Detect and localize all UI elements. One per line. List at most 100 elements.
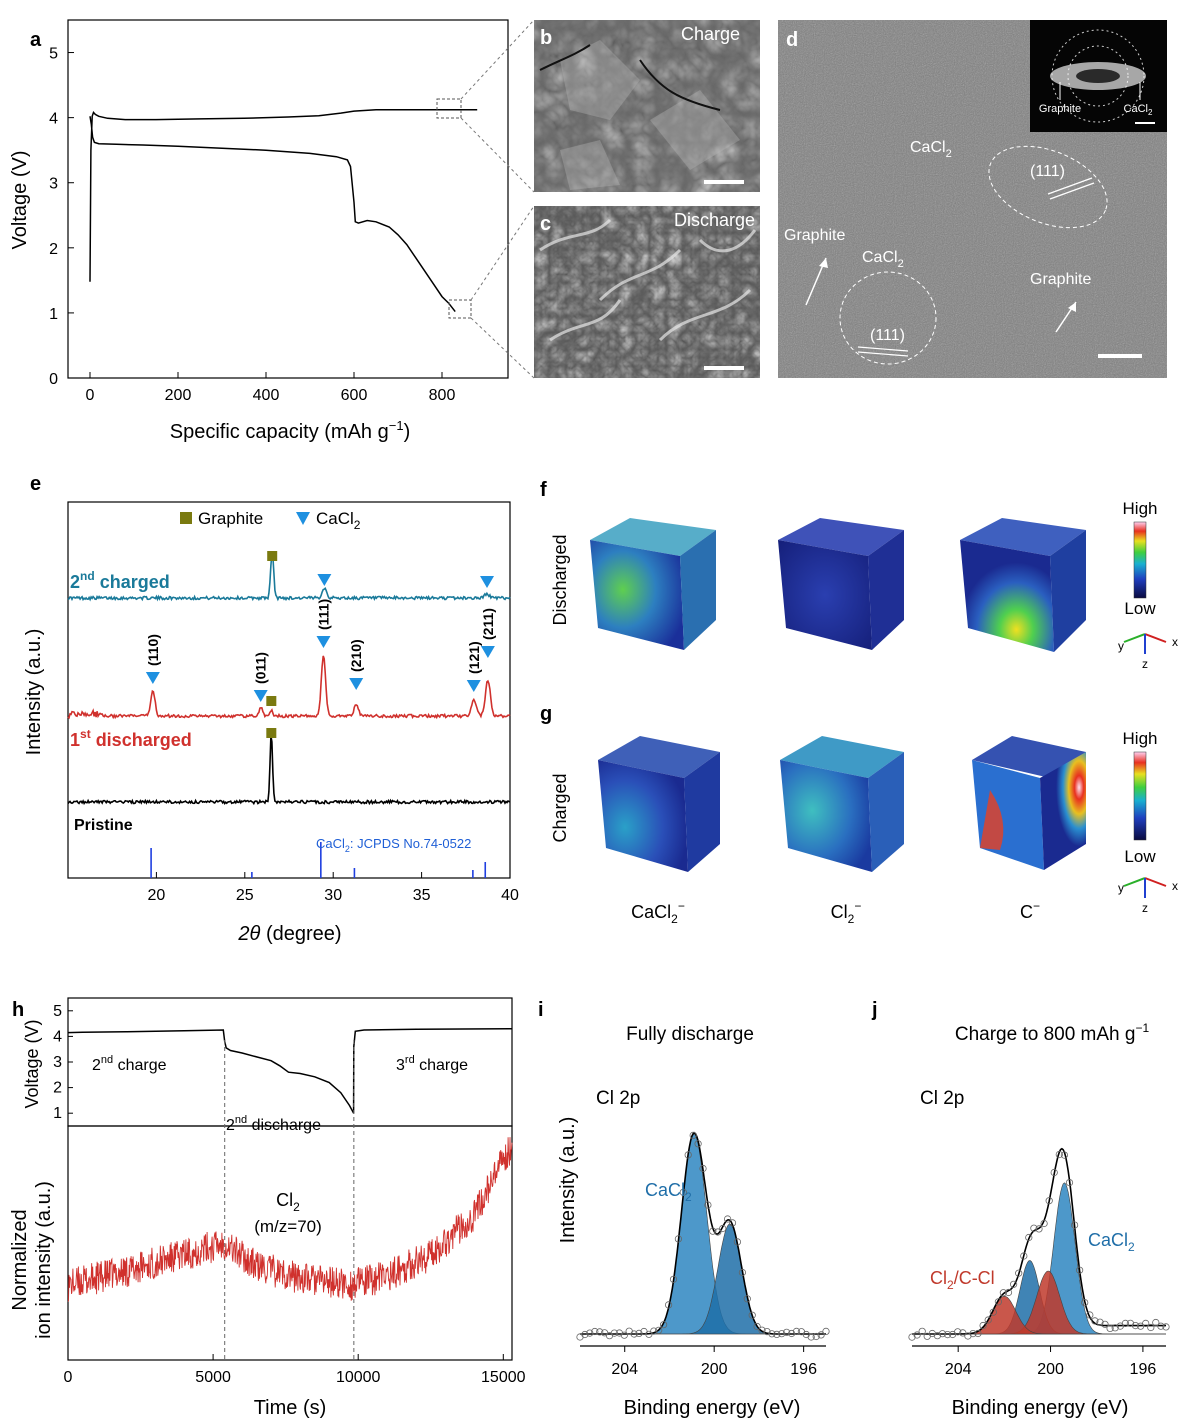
- e-cacl2-marker: [253, 690, 268, 702]
- column-label-cacl2: CaCl2−: [631, 899, 685, 926]
- j-data-point: [1131, 1322, 1140, 1330]
- i-data-point: [596, 1328, 604, 1336]
- j-data-point: [938, 1330, 947, 1338]
- i-data-point: [664, 1301, 673, 1309]
- e-series-0: [67, 553, 511, 602]
- sem-label-discharge: Discharge: [674, 210, 755, 230]
- j-data-point: [969, 1330, 977, 1338]
- h-cl2-series: [67, 1137, 513, 1302]
- i-data-point: [659, 1321, 668, 1329]
- j-data-point: [954, 1328, 962, 1336]
- e-hkl-label: (111): [315, 599, 331, 630]
- cube-charged-cl2: [780, 736, 904, 872]
- h-xtick-label: 5000: [195, 1369, 231, 1386]
- i-data-point: [807, 1333, 815, 1341]
- j-data-point: [1071, 1221, 1079, 1229]
- j-data-point: [989, 1308, 997, 1316]
- tem-hkl-bottom: (111): [870, 327, 905, 344]
- chart-j-xlabel: Binding energy (eV): [952, 1397, 1129, 1419]
- chart-e-xlabel: 2θ (degree): [237, 923, 341, 945]
- a-series-0: [89, 109, 478, 282]
- legend-graphite-marker: [180, 512, 192, 524]
- chart-j-cacl2-label: CaCl2: [1088, 1230, 1135, 1254]
- i-data-point: [650, 1327, 658, 1335]
- xps-chart-discharge: 204 200 196 i Fully discharge Cl 2p Intens…: [538, 999, 830, 1419]
- panel-label-h: h: [12, 999, 24, 1021]
- i-data-point: [684, 1151, 692, 1159]
- e-hkl-label: (121): [466, 641, 482, 674]
- chart-i-ylabel: Intensity (a.u.): [557, 1117, 579, 1244]
- svg-text:x: x: [1172, 635, 1178, 649]
- e-graphite-marker: [266, 696, 277, 706]
- i-data-point: [792, 1327, 801, 1336]
- i-data-point: [679, 1188, 687, 1196]
- e-series-1: [67, 655, 511, 720]
- chart-j-title: Charge to 800 mAh g−1: [955, 1021, 1150, 1045]
- tem-hkl-top: (111): [1030, 163, 1065, 180]
- sem-image-charge: b Charge: [534, 20, 760, 192]
- i-data-point: [674, 1235, 683, 1243]
- h-ytick-label: 3: [53, 1054, 62, 1071]
- colorbar-g-high: High: [1123, 729, 1158, 748]
- e-cacl2-marker: [317, 574, 332, 586]
- series-label-2nd-charged: 2nd charged: [70, 569, 170, 592]
- j-data-point: [1009, 1280, 1018, 1288]
- legend-cacl2-marker: [296, 512, 310, 525]
- svg-text:y: y: [1118, 639, 1124, 653]
- i-data-point: [704, 1201, 712, 1209]
- sem-image-discharge: c Discharge: [534, 206, 760, 378]
- panel-label-d: d: [786, 29, 798, 51]
- panel-label-g: g: [540, 703, 552, 725]
- i-data-point: [723, 1215, 732, 1223]
- h-xtick-label: 15000: [481, 1369, 526, 1386]
- j-xtick-label: 200: [1037, 1361, 1064, 1378]
- i-data-point: [778, 1330, 786, 1338]
- tem-graphite-left: Graphite: [784, 227, 845, 244]
- e-graphite-marker: [266, 728, 277, 738]
- j-data-point: [933, 1332, 942, 1340]
- h-xtick-label: 10000: [336, 1369, 381, 1386]
- j-data-point: [1106, 1324, 1114, 1333]
- i-data-point: [812, 1332, 820, 1341]
- j-data-point: [1091, 1317, 1099, 1325]
- species-mz: (m/z=70): [254, 1217, 322, 1236]
- panel-label-c: c: [540, 213, 551, 235]
- h-ytick-label: 2: [53, 1080, 62, 1097]
- a-ytick-label: 2: [49, 241, 58, 258]
- e-xtick-label: 25: [236, 887, 254, 904]
- chart-h-xlabel: Time (s): [254, 1397, 327, 1419]
- i-data-point: [753, 1322, 761, 1331]
- annotation-2nd-discharge: 2nd discharge: [226, 1114, 321, 1134]
- i-data-point: [581, 1330, 589, 1339]
- i-data-point: [738, 1268, 747, 1277]
- tem-cacl2-label-mid: CaCl2: [862, 249, 904, 270]
- i-data-point: [669, 1275, 678, 1283]
- i-data-point: [615, 1329, 624, 1337]
- a-xtick-label: 600: [341, 387, 368, 404]
- reference-label: CaCl2: JCPDS No.74-0522: [316, 836, 471, 854]
- axis-triad-f: y x z: [1118, 633, 1178, 671]
- j-data-point: [1086, 1311, 1094, 1319]
- j-data-point: [1157, 1322, 1165, 1330]
- j-data-point: [1055, 1150, 1063, 1159]
- series-label-pristine: Pristine: [74, 817, 133, 834]
- panel-label-i: i: [538, 999, 544, 1021]
- chart-a-ylabel: Voltage (V): [9, 151, 31, 250]
- j-data-point: [1030, 1224, 1038, 1232]
- tem-cacl2-label-top: CaCl2: [910, 139, 952, 160]
- species-label: Cl2: [276, 1190, 300, 1214]
- j-data-point: [1050, 1168, 1058, 1177]
- dems-chart: 0 5000 10000 15000 1 2 3 4 5 h Voltage (V) Norma…: [9, 997, 526, 1419]
- i-data-point: [733, 1238, 742, 1246]
- panel-label-f: f: [540, 479, 547, 501]
- j-data-point: [1035, 1225, 1043, 1233]
- j-data-point: [908, 1333, 916, 1341]
- j-data-point: [999, 1289, 1008, 1297]
- e-xtick-label: 30: [324, 887, 342, 904]
- saed-graphite-label: Graphite: [1039, 103, 1081, 115]
- chart-h-ylabel-bottom-1: Normalized: [9, 1209, 31, 1310]
- a-series-1: [89, 116, 456, 313]
- j-xtick-label: 204: [945, 1361, 972, 1378]
- i-data-point: [787, 1329, 796, 1338]
